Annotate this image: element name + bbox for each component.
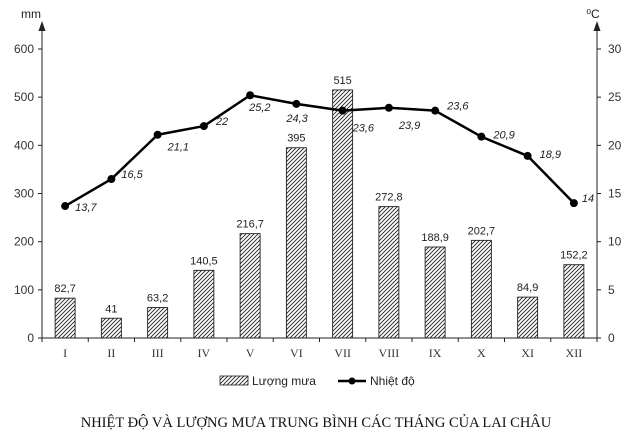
rainfall-value-label: 188,9 <box>421 232 449 244</box>
temperature-value-label: 23,6 <box>352 123 375 135</box>
temperature-point <box>384 103 393 112</box>
rainfall-value-label: 84,9 <box>517 282 538 294</box>
temperature-value-label: 14 <box>582 193 594 205</box>
right-axis-unit: ⁰C <box>586 7 600 21</box>
month-label: VI <box>290 346 303 360</box>
rainfall-bar <box>193 269 215 339</box>
rainfall-bar <box>517 296 539 339</box>
left-tick-label: 0 <box>27 331 34 345</box>
temperature-point <box>292 99 301 108</box>
legend-bar-label: Lượng mưa <box>252 374 316 388</box>
right-tick-label: 10 <box>608 235 622 249</box>
right-tick-label: 5 <box>608 283 615 297</box>
right-tick-label: 30 <box>608 42 622 56</box>
temperature-line <box>64 93 575 208</box>
temperature-value-label: 22 <box>215 116 228 128</box>
temperature-value-label: 18,9 <box>540 149 561 161</box>
temperature-point <box>107 175 116 184</box>
right-tick-label: 25 <box>608 90 622 104</box>
temperature-value-label: 23,9 <box>398 120 420 132</box>
month-label: III <box>152 346 164 360</box>
legend-bar-swatch <box>219 375 249 386</box>
rainfall-bar <box>424 246 446 339</box>
temperature-value-label: 13,7 <box>75 202 97 214</box>
right-tick-label: 15 <box>608 187 622 201</box>
temperature-point <box>338 106 347 115</box>
month-label: VIII <box>379 346 400 360</box>
temperature-point <box>153 130 162 139</box>
rainfall-bar <box>239 233 261 339</box>
legend: Lượng mưa Nhiệt độ <box>219 374 415 388</box>
temperature-value-label: 20,9 <box>492 130 514 142</box>
right-tick-label: 20 <box>608 138 622 152</box>
rainfall-value-label: 82,7 <box>54 283 75 295</box>
temperature-point <box>246 91 255 100</box>
month-label: X <box>477 346 486 360</box>
temperature-value-label: 24,3 <box>285 113 308 125</box>
rainfall-value-label: 515 <box>333 75 351 87</box>
right-tick-label: 0 <box>608 331 615 345</box>
temperature-point <box>61 202 70 211</box>
rainfall-bar <box>285 147 307 339</box>
temperature-point <box>523 151 532 160</box>
left-axis-unit: mm <box>21 7 41 21</box>
rainfall-value-label: 41 <box>105 303 117 315</box>
rainfall-bar <box>147 307 169 339</box>
temperature-value-label: 25,2 <box>248 102 270 114</box>
rainfall-bar <box>100 317 122 339</box>
rainfall-value-label: 202,7 <box>468 225 496 237</box>
left-axis-arrow <box>38 21 46 31</box>
rainfall-value-label: 216,7 <box>236 219 264 231</box>
temperature-value-label: 23,6 <box>446 101 469 113</box>
left-tick-label: 200 <box>14 235 34 249</box>
temperature-point <box>199 122 208 131</box>
rainfall-value-label: 63,2 <box>147 293 168 305</box>
chart-title: NHIỆT ĐỘ VÀ LƯỢNG MƯA TRUNG BÌNH CÁC THÁ… <box>81 414 552 431</box>
temperature-point <box>569 199 578 208</box>
rainfall-bar <box>54 297 76 339</box>
month-label: I <box>63 346 67 360</box>
rainfall-bar <box>378 206 400 339</box>
left-tick-label: 400 <box>14 138 34 152</box>
temperature-point <box>477 132 486 141</box>
left-tick-label: 500 <box>14 90 34 104</box>
right-axis-arrow <box>593 21 601 31</box>
legend-line-marker <box>348 377 356 385</box>
month-label: IV <box>198 346 211 360</box>
rainfall-bar <box>563 264 585 339</box>
month-label: II <box>107 346 115 360</box>
legend-line-label: Nhiệt độ <box>370 374 415 388</box>
rainfall-bar <box>470 239 492 339</box>
temperature-value-label: 21,1 <box>167 142 189 154</box>
temperature-point <box>431 106 440 115</box>
month-label: VII <box>334 346 351 360</box>
left-tick-label: 100 <box>14 283 34 297</box>
rainfall-value-label: 140,5 <box>190 255 218 267</box>
rainfall-value-label: 152,2 <box>560 250 588 262</box>
month-label: IX <box>429 346 442 360</box>
rainfall-bar <box>332 89 354 339</box>
rainfall-value-label: 395 <box>287 133 305 145</box>
left-tick-label: 600 <box>14 42 34 56</box>
temperature-value-label: 16,5 <box>121 169 143 181</box>
rainfall-value-label: 272,8 <box>375 192 403 204</box>
month-label: XI <box>521 346 534 360</box>
month-label: V <box>246 346 255 360</box>
left-tick-label: 300 <box>14 187 34 201</box>
month-label: XII <box>566 346 583 360</box>
